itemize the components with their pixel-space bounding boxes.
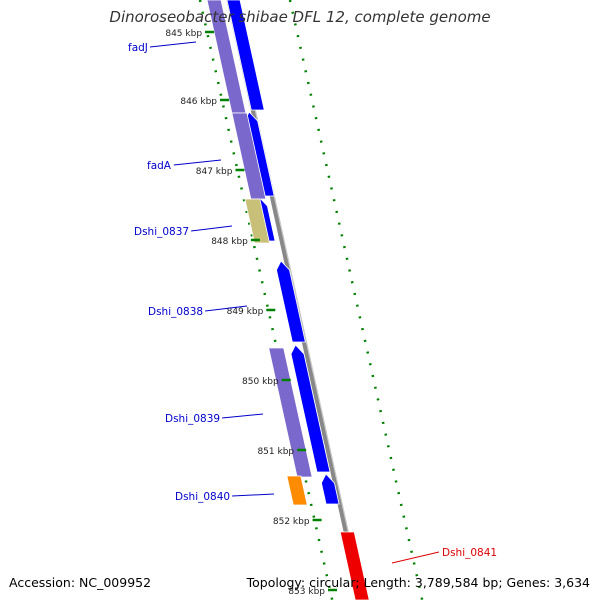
kbp-tick-label: 846 kbp: [180, 97, 217, 107]
gene-leader-line: [205, 305, 248, 312]
kbp-tick-label: 852 kbp: [273, 517, 310, 527]
cds-dshi0840-orange: [286, 475, 308, 506]
gene-label: fadA: [147, 160, 172, 172]
gene-leader-line: [173, 159, 222, 166]
kbp-tick-label: 849 kbp: [227, 307, 264, 317]
gene-label: fadJ: [128, 42, 148, 54]
accession-text: Accession: NC_009952: [9, 575, 152, 590]
kbp-tick-label: 848 kbp: [211, 237, 248, 247]
kbp-tick-label: 850 kbp: [242, 377, 279, 387]
cds-forward-dshi0840: [321, 473, 340, 505]
cds-backward-dshi0839: [268, 347, 313, 478]
gene-label: Dshi_0837: [134, 226, 189, 238]
gene-leader-line: [149, 41, 197, 48]
cds-backward-fadA: [231, 112, 267, 200]
label-layer: fadJ fadA Dshi_0837 Dshi_0838 Dshi_0839 Dshi_…: [128, 41, 497, 564]
cds-forward-dshi0838: [276, 260, 306, 343]
inner-dotted-guide: [198, 0, 334, 600]
kbp-tick-label: 851 kbp: [257, 447, 294, 457]
feature-layer: [206, 0, 370, 600]
tick-layer: 845 kbp 846 kbp 847 kbp 848 kbp 849 kbp 850 k…: [165, 29, 337, 597]
gene-leader-line: [232, 493, 275, 497]
gene-label: Dshi_0841: [442, 547, 497, 559]
kbp-tick-label: 847 kbp: [196, 167, 233, 177]
gene-label: Dshi_0840: [175, 491, 230, 503]
gene-leader-line: [222, 413, 264, 419]
map-title: Dinoroseobacter shibae DFL 12, complete …: [109, 8, 491, 26]
kbp-tick-label: 853 kbp: [288, 587, 325, 597]
kbp-tick-label: 845 kbp: [165, 29, 202, 39]
other-dshi0837: [244, 198, 271, 244]
cds-forward-dshi0839: [290, 344, 331, 473]
gene-label: Dshi_0839: [165, 413, 220, 425]
feature-dshi0841-red: [339, 531, 370, 600]
gene-leader-line: [191, 225, 233, 232]
gene-leader-line: [391, 551, 440, 564]
outer-dotted-guide: [288, 0, 424, 600]
cds-forward-fadJ: [226, 0, 265, 111]
gene-label: Dshi_0838: [148, 306, 203, 318]
topology-text: Topology: circular; Length: 3,789,584 bp…: [246, 575, 590, 590]
